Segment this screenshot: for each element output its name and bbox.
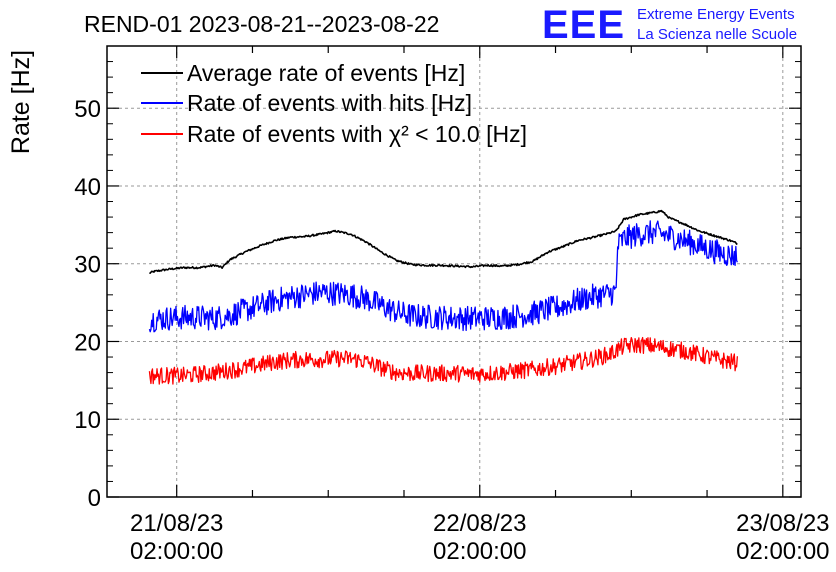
series-line-1 [148, 220, 738, 333]
logo-letters: EEE [542, 3, 625, 47]
y-tick-label: 10 [74, 407, 101, 434]
logo-line-2: La Scienza nelle Scuole [637, 26, 797, 43]
eee-logo: EEE Extreme Energy Events La Scienza nel… [542, 3, 797, 47]
legend: Average rate of events [Hz] Rate of even… [141, 60, 527, 147]
series-layer [148, 209, 739, 385]
y-tick-label: 30 [74, 252, 101, 279]
y-tick-label: 20 [74, 329, 101, 356]
logo-line-1: Extreme Energy Events [637, 6, 795, 23]
y-tick-label: 50 [74, 96, 101, 123]
plot-frame [106, 45, 802, 498]
x-tick-label-time: 02:00:00 [433, 538, 526, 565]
series-line-0 [149, 209, 738, 274]
y-axis-label: Rate [Hz] [7, 50, 35, 154]
x-tick-label-date: 21/08/23 [130, 510, 223, 537]
x-tick-label-date: 23/08/23 [736, 510, 829, 537]
x-tick-label-time: 02:00:00 [736, 538, 829, 565]
legend-label-chi2: Rate of events with χ² < 10.0 [Hz] [187, 121, 527, 147]
grid-layer [107, 46, 801, 497]
chart-title: REND-01 2023-08-21--2023-08-22 [84, 11, 439, 37]
legend-label-hits: Rate of events with hits [Hz] [187, 90, 472, 116]
x-tick-label-time: 02:00:00 [130, 538, 223, 565]
x-tick-label-date: 22/08/23 [433, 510, 526, 537]
y-tick-label: 0 [88, 485, 101, 512]
axis-layer: 0102030405021/08/2302:00:0022/08/2302:00… [74, 45, 830, 565]
series-line-2 [148, 336, 739, 385]
legend-label-average: Average rate of events [Hz] [187, 60, 465, 86]
y-tick-label: 40 [74, 174, 101, 201]
